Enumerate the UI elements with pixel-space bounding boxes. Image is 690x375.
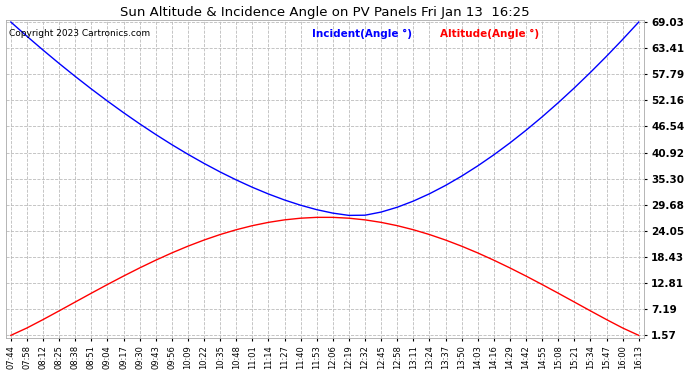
Text: Copyright 2023 Cartronics.com: Copyright 2023 Cartronics.com bbox=[9, 29, 150, 38]
Text: Altitude(Angle °): Altitude(Angle °) bbox=[440, 29, 539, 39]
Title: Sun Altitude & Incidence Angle on PV Panels Fri Jan 13  16:25: Sun Altitude & Incidence Angle on PV Pan… bbox=[120, 6, 530, 18]
Text: Incident(Angle °): Incident(Angle °) bbox=[312, 29, 412, 39]
